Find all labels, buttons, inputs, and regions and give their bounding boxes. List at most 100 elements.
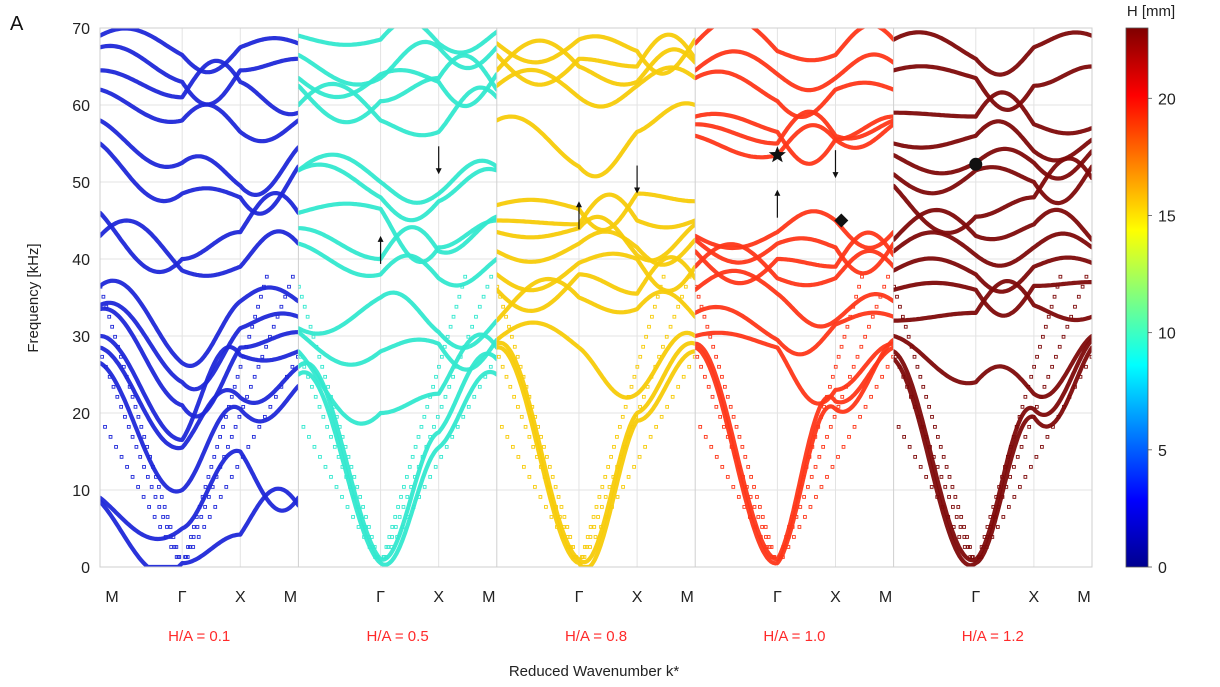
band-curve (893, 146, 1092, 181)
acoustic-point (802, 495, 806, 499)
acoustic-point (905, 384, 909, 389)
band-curve (695, 341, 894, 562)
acoustic-point (867, 324, 871, 329)
acoustic-point (535, 455, 539, 459)
acoustic-point (247, 334, 252, 339)
acoustic-point (933, 425, 937, 429)
acoustic-point (226, 445, 230, 449)
acoustic-point (355, 485, 360, 489)
acoustic-point (538, 465, 543, 469)
acoustic-point (1015, 455, 1020, 459)
x-tick-label: Γ (178, 589, 187, 606)
acoustic-point (753, 525, 758, 529)
acoustic-point (346, 455, 351, 459)
acoustic-point (121, 364, 126, 369)
acoustic-point (422, 485, 427, 489)
acoustic-point (395, 535, 399, 539)
acoustic-point (803, 515, 807, 519)
acoustic-point (252, 374, 257, 379)
acoustic-point (786, 545, 791, 549)
acoustic-point (962, 545, 967, 549)
acoustic-point (210, 485, 215, 489)
acoustic-point (893, 284, 896, 289)
acoustic-point (997, 485, 1001, 489)
acoustic-point (1029, 465, 1033, 469)
acoustic-point (115, 394, 120, 399)
acoustic-point (748, 495, 753, 499)
acoustic-point (994, 495, 999, 499)
acoustic-point (362, 535, 366, 539)
acoustic-point (544, 505, 548, 509)
acoustic-point (588, 525, 593, 529)
acoustic-point (235, 374, 240, 379)
acoustic-point (874, 304, 879, 309)
acoustic-point (737, 435, 742, 439)
panel-3 (496, 28, 696, 567)
acoustic-point (477, 384, 482, 389)
acoustic-point (336, 455, 341, 459)
acoustic-point (218, 435, 222, 439)
band-curve (496, 38, 696, 87)
acoustic-point (515, 354, 520, 359)
panel-title: H/A = 0.5 (367, 628, 429, 645)
acoustic-point (401, 505, 406, 509)
acoustic-point (539, 435, 543, 439)
acoustic-point (1018, 485, 1022, 489)
acoustic-point (523, 425, 528, 429)
acoustic-point (437, 364, 441, 369)
acoustic-point (711, 344, 716, 349)
acoustic-point (787, 525, 791, 529)
band-curve (695, 49, 894, 93)
acoustic-point (500, 364, 505, 369)
acoustic-point (192, 525, 196, 529)
acoustic-point (133, 404, 138, 409)
acoustic-point (256, 304, 260, 309)
acoustic-point (916, 415, 921, 419)
band-curve (893, 207, 1092, 242)
acoustic-point (455, 364, 459, 369)
acoustic-point (924, 435, 929, 439)
acoustic-point (334, 415, 339, 419)
acoustic-point (1019, 445, 1024, 449)
y-tick-label: 50 (72, 175, 90, 192)
acoustic-point (718, 415, 722, 419)
acoustic-point (367, 525, 371, 529)
band-curve (496, 32, 696, 87)
acoustic-point (886, 274, 890, 279)
acoustic-point (1052, 294, 1057, 299)
panel-4 (694, 28, 894, 567)
acoustic-point (842, 334, 847, 339)
acoustic-point (311, 334, 316, 339)
acoustic-point (334, 485, 339, 489)
acoustic-point (356, 525, 361, 529)
acoustic-point (781, 545, 786, 549)
acoustic-point (448, 324, 453, 329)
band-curve (298, 28, 497, 55)
acoustic-point (262, 284, 266, 289)
acoustic-point (1043, 324, 1048, 329)
acoustic-point (101, 294, 106, 299)
acoustic-point (428, 435, 433, 439)
acoustic-point (896, 425, 901, 429)
y-tick-label: 0 (81, 560, 90, 577)
acoustic-point (1027, 425, 1032, 429)
acoustic-point (643, 445, 647, 449)
acoustic-point (623, 404, 628, 409)
acoustic-point (1073, 304, 1077, 309)
band-curve (496, 345, 696, 567)
acoustic-point (825, 475, 829, 479)
acoustic-point (148, 455, 152, 459)
band-curve (100, 191, 299, 275)
acoustic-point (984, 545, 989, 549)
acoustic-point (111, 384, 116, 389)
acoustic-point (670, 394, 675, 399)
panel-title: H/A = 0.8 (565, 628, 627, 645)
acoustic-point (714, 354, 718, 359)
band-curve (695, 69, 894, 119)
band-curve (695, 122, 894, 160)
acoustic-point (982, 535, 987, 539)
star-marker-icon (768, 146, 786, 163)
acoustic-point (703, 435, 708, 439)
acoustic-point (851, 364, 856, 369)
acoustic-point (698, 425, 703, 429)
